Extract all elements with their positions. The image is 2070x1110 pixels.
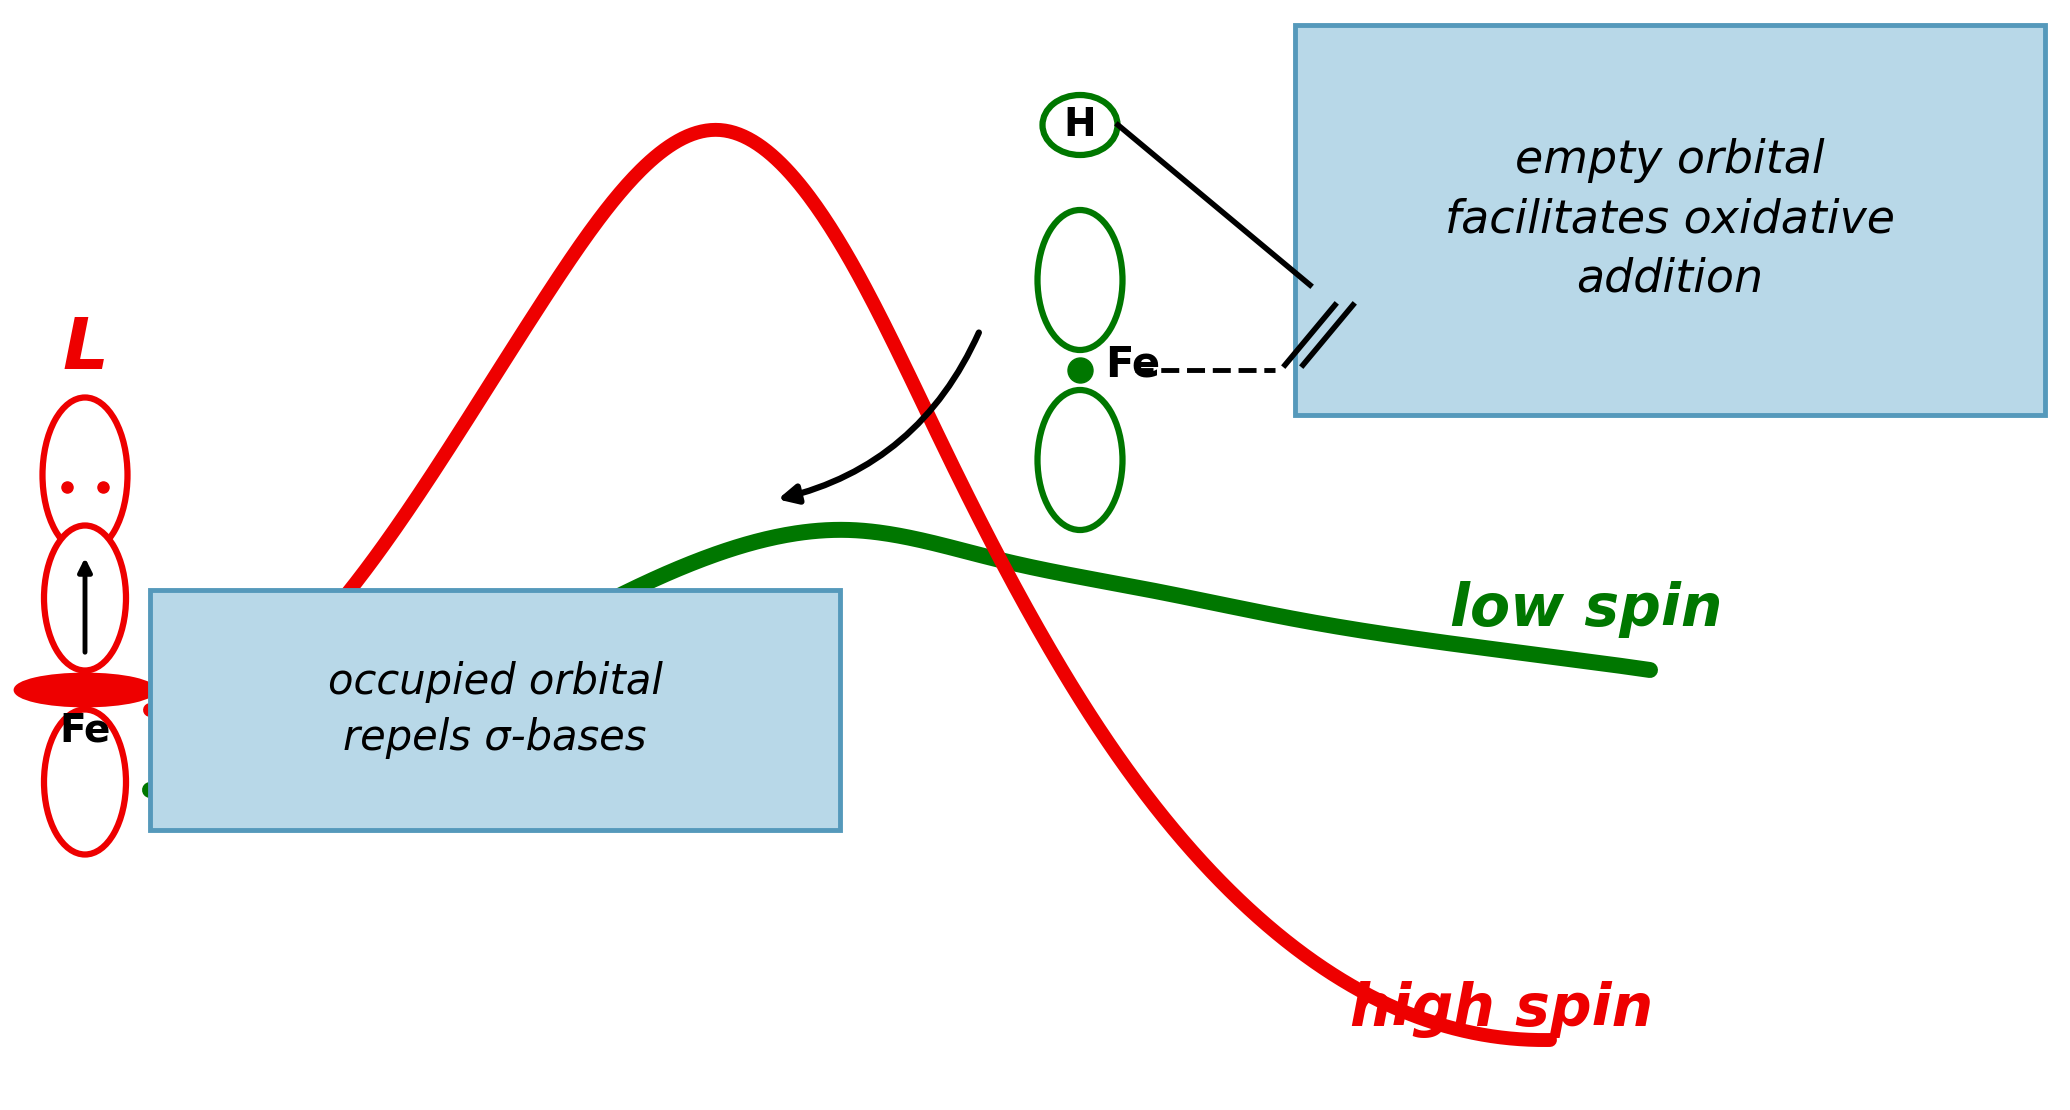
- Ellipse shape: [43, 709, 126, 855]
- Text: Fe: Fe: [60, 712, 110, 750]
- Text: low spin: low spin: [1449, 582, 1722, 638]
- Ellipse shape: [1037, 390, 1122, 529]
- FancyBboxPatch shape: [1296, 26, 2045, 415]
- FancyBboxPatch shape: [149, 591, 840, 830]
- Text: empty orbital
facilitates oxidative
addition: empty orbital facilitates oxidative addi…: [1445, 139, 1894, 302]
- Ellipse shape: [43, 397, 128, 553]
- Text: high spin: high spin: [1350, 981, 1654, 1039]
- Text: Fe: Fe: [1105, 344, 1159, 386]
- Text: occupied orbital
repels σ-bases: occupied orbital repels σ-bases: [327, 662, 662, 758]
- Ellipse shape: [1037, 210, 1122, 350]
- Ellipse shape: [14, 674, 155, 706]
- Text: H: H: [1064, 105, 1097, 144]
- Text: L: L: [62, 315, 108, 384]
- FancyArrowPatch shape: [785, 333, 979, 502]
- Ellipse shape: [43, 525, 126, 670]
- Ellipse shape: [1043, 95, 1118, 155]
